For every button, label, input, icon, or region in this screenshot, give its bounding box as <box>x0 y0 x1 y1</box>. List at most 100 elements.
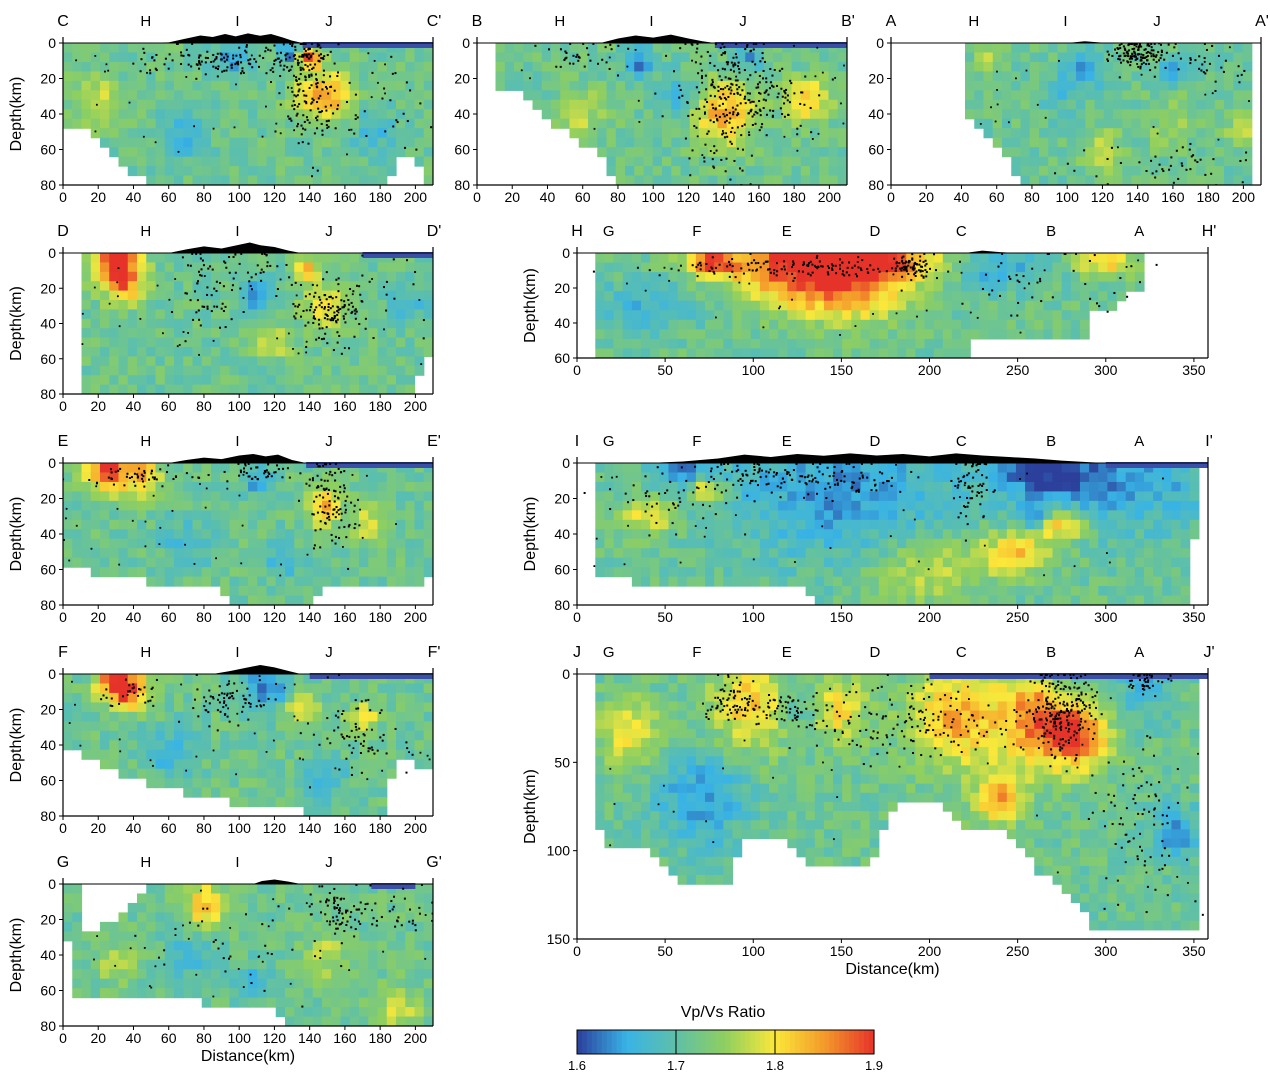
earthquake-dot <box>206 50 209 53</box>
earthquake-dot <box>282 43 285 46</box>
heatmap-cell <box>588 80 598 91</box>
heatmap-cell <box>677 272 688 283</box>
earthquake-dot <box>223 69 226 72</box>
heatmap-cell <box>201 71 212 82</box>
earthquake-dot <box>297 352 300 355</box>
heatmap-cell <box>1039 147 1049 158</box>
y-tick-label: 80 <box>40 177 56 193</box>
earthquake-dot <box>326 342 329 345</box>
heatmap-cell <box>90 375 101 386</box>
heatmap-cell <box>174 262 184 273</box>
earthquake-dot <box>834 264 837 267</box>
earthquake-dot <box>350 128 353 131</box>
heatmap-cell <box>837 109 847 120</box>
heatmap-cell <box>368 384 379 394</box>
heatmap-cell <box>671 109 682 120</box>
heatmap-cell <box>769 348 779 358</box>
heatmap-cell <box>266 300 277 310</box>
earthquake-dot <box>728 263 731 266</box>
earthquake-dot <box>353 132 356 135</box>
heatmap-cell <box>970 329 980 340</box>
heatmap-cell <box>1205 137 1216 148</box>
earthquake-dot <box>242 311 245 314</box>
heatmap-cell <box>405 109 416 120</box>
heatmap-cell <box>951 291 962 302</box>
heatmap-cell <box>819 175 830 185</box>
heatmap-cell <box>1079 262 1090 273</box>
earthquake-dot <box>360 300 363 303</box>
heatmap-cell <box>523 52 534 63</box>
heatmap-cell <box>405 365 416 376</box>
earthquake-dot <box>182 331 185 333</box>
heatmap-cell <box>257 290 268 301</box>
earthquake-dot <box>167 67 170 70</box>
heatmap-cell <box>588 109 598 120</box>
earthquake-dot <box>1146 59 1149 62</box>
heatmap-cell <box>137 61 147 72</box>
earthquake-dot <box>761 52 764 55</box>
heatmap-cell <box>1029 90 1040 101</box>
heatmap-cell <box>754 128 765 139</box>
heatmap-cell <box>164 384 175 394</box>
heatmap-cell <box>275 356 286 367</box>
heatmap-cell <box>1025 310 1035 321</box>
heatmap-cell <box>285 356 295 367</box>
earthquake-dot <box>807 263 810 266</box>
heatmap-cell <box>869 262 880 273</box>
heatmap-cell <box>386 309 397 320</box>
earthquake-dot <box>698 117 701 120</box>
heatmap-cell <box>1214 61 1225 72</box>
earthquake-dot <box>747 263 750 266</box>
heatmap-cell <box>1094 175 1105 185</box>
heatmap-cell <box>183 567 194 578</box>
heatmap-cell <box>285 128 295 139</box>
heatmap-cell <box>266 90 277 101</box>
heatmap-cell <box>1205 99 1216 110</box>
earthquake-dot <box>1000 262 1003 265</box>
heatmap-cell <box>248 80 258 91</box>
heatmap-cell <box>396 80 406 91</box>
heatmap-cell <box>1025 319 1035 330</box>
heatmap-cell <box>81 61 92 72</box>
heatmap-cell <box>257 262 268 273</box>
heatmap-cell <box>970 310 980 321</box>
heatmap-cell <box>118 557 129 568</box>
earthquake-dot <box>245 45 248 48</box>
heatmap-cell <box>970 262 980 273</box>
earthquake-dot <box>308 309 311 312</box>
heatmap-cell <box>677 319 688 330</box>
earthquake-dot <box>320 306 323 309</box>
earthquake-dot <box>328 518 331 521</box>
heatmap-cell <box>869 281 880 292</box>
heatmap-cell <box>248 384 258 394</box>
heatmap-cell <box>266 309 277 320</box>
heatmap-cell <box>118 109 129 120</box>
heatmap-cell <box>275 290 286 301</box>
earthquake-dot <box>330 317 333 320</box>
heatmap-cell <box>1224 52 1234 63</box>
earthquake-dot <box>703 111 706 114</box>
heatmap-cell <box>81 318 92 329</box>
x-tick-label: 180 <box>368 189 392 205</box>
earthquake-dot <box>799 124 802 127</box>
earthquake-dot <box>1128 49 1131 52</box>
earthquake-dot <box>1179 57 1182 60</box>
x-tick-label: 160 <box>1161 189 1185 205</box>
heatmap-cell <box>396 567 406 578</box>
earthquake-dot <box>418 299 421 301</box>
heatmap-cell <box>708 61 719 72</box>
earthquake-dot <box>564 50 567 53</box>
heatmap-cell <box>662 137 672 148</box>
earthquake-dot <box>752 100 755 103</box>
heatmap-cell <box>423 61 433 72</box>
heatmap-cell <box>1122 109 1133 120</box>
earthquake-dot <box>831 264 834 267</box>
heatmap-cell <box>81 337 92 348</box>
heatmap-cell <box>81 90 92 101</box>
earthquake-dot <box>768 268 771 271</box>
heatmap-cell <box>933 262 944 273</box>
heatmap-cell <box>796 319 807 330</box>
heatmap-cell <box>118 375 129 386</box>
earthquake-dot <box>107 69 110 72</box>
earthquake-dot <box>420 363 423 365</box>
